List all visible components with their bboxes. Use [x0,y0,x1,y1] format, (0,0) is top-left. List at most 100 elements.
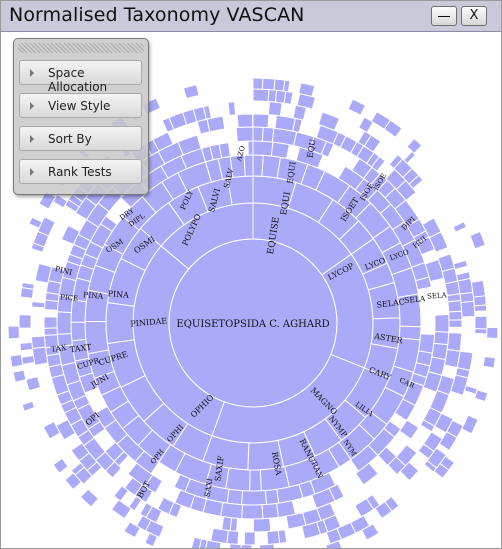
sunburst-node[interactable] [34,262,53,284]
sunburst-node[interactable] [252,517,272,533]
sunburst-node[interactable] [460,300,476,318]
sunburst-node[interactable] [252,126,264,142]
sunburst-node[interactable] [226,488,243,506]
sunburst-node[interactable] [177,134,202,156]
sunburst-node[interactable] [236,113,254,129]
sunburst-node[interactable] [70,442,90,462]
sunburst-node[interactable] [261,77,276,91]
sunburst-node[interactable] [135,514,152,532]
sunburst-node[interactable] [446,332,463,352]
sunburst-node[interactable] [398,419,420,440]
sunburst-node[interactable] [473,389,489,403]
sunburst-node[interactable] [447,299,463,313]
menu-rank-tests[interactable]: Rank Tests [19,159,142,184]
sunburst-node[interactable] [55,418,76,441]
sunburst-node[interactable] [370,155,386,172]
sunburst-node[interactable] [252,77,264,90]
sunburst-node[interactable] [428,231,449,253]
sunburst-node[interactable] [261,502,279,520]
sunburst-node[interactable] [363,134,382,153]
sunburst-node[interactable] [221,516,233,532]
sunburst-node[interactable] [452,259,469,271]
sunburst-node[interactable] [361,523,380,541]
sunburst-node[interactable] [7,325,21,340]
sunburst-node[interactable] [240,544,253,548]
sunburst-node[interactable] [452,221,468,233]
sunburst-node[interactable] [70,299,87,323]
close-button[interactable]: X [461,6,487,26]
sunburst-node[interactable] [225,467,251,492]
sunburst-node[interactable] [463,384,479,395]
sunburst-node[interactable] [473,304,488,313]
sunburst-node[interactable] [418,333,436,354]
sunburst-node[interactable] [434,314,450,333]
sunburst-node[interactable] [229,543,242,548]
sunburst-node[interactable] [182,84,200,100]
sunburst-node[interactable] [472,295,487,307]
title-bar[interactable]: Normalised Taxonomy VASCAN X [1,1,501,32]
sunburst-node[interactable] [226,529,240,546]
sunburst-node[interactable] [301,521,322,540]
sunburst-node[interactable] [247,140,254,156]
sunburst-node[interactable] [252,88,270,103]
sunburst-node[interactable] [357,116,374,134]
sunburst-node[interactable] [241,490,267,506]
sunburst-node[interactable] [469,230,486,250]
sunburst-node[interactable] [399,461,420,482]
sunburst-node[interactable] [243,154,254,177]
sunburst-node[interactable] [354,497,375,518]
sunburst-node[interactable] [30,335,46,350]
sunburst-node[interactable] [485,326,499,340]
sunburst-node[interactable] [408,174,424,190]
sunburst-node[interactable] [218,142,231,159]
sunburst-node[interactable] [285,512,307,530]
sunburst-node[interactable] [42,420,61,440]
sunburst-node[interactable] [21,281,35,290]
minimize-button[interactable] [431,6,457,26]
sunburst-node[interactable] [457,277,474,295]
sunburst-node[interactable] [220,501,244,520]
sunburst-node[interactable] [448,310,463,321]
sunburst-node[interactable] [243,531,256,546]
sunburst-node[interactable] [383,119,403,138]
sunburst-node[interactable] [28,216,43,229]
sunburst-node[interactable] [31,300,46,309]
sunburst-node[interactable] [419,419,436,433]
sunburst-node[interactable] [152,131,174,152]
sunburst-node[interactable] [325,539,343,548]
sunburst-node[interactable] [202,104,213,120]
sunburst-node[interactable] [174,489,196,510]
sunburst-node[interactable] [18,314,32,329]
sunburst-node[interactable] [206,115,226,133]
sunburst-node[interactable] [354,462,379,486]
sunburst-node[interactable] [433,462,450,479]
sunburst-node[interactable] [249,469,262,492]
sunburst-node[interactable] [21,400,36,412]
sunburst-node[interactable] [113,485,129,502]
sunburst-node[interactable] [470,279,486,298]
menu-sort-by[interactable]: Sort By [19,126,142,151]
sunburst-node[interactable] [25,375,42,392]
sunburst-node[interactable] [20,354,36,366]
sunburst-node[interactable] [79,488,100,508]
sunburst-node[interactable] [128,495,143,512]
sunburst-node[interactable] [64,472,83,491]
sunburst-node[interactable] [266,529,281,546]
sunburst-node[interactable] [9,353,24,368]
sunburst-node[interactable] [52,457,69,474]
sunburst-node[interactable] [12,369,27,383]
sunburst-node[interactable] [482,355,497,369]
sunburst-node[interactable] [70,321,87,342]
sunburst-node[interactable] [235,126,254,143]
sunburst-node[interactable] [264,488,280,506]
sunburst-node[interactable] [456,350,474,372]
sunburst-node[interactable] [438,431,458,452]
sunburst-node[interactable] [449,374,469,397]
sunburst-node[interactable] [461,414,479,435]
sunburst-node[interactable] [406,137,423,155]
sunburst-node[interactable] [252,113,270,129]
sunburst-node[interactable] [267,101,283,117]
sunburst-node[interactable] [474,328,488,335]
menu-space-allocation[interactable]: Space Allocation [19,60,142,94]
sunburst-node[interactable] [347,98,367,116]
